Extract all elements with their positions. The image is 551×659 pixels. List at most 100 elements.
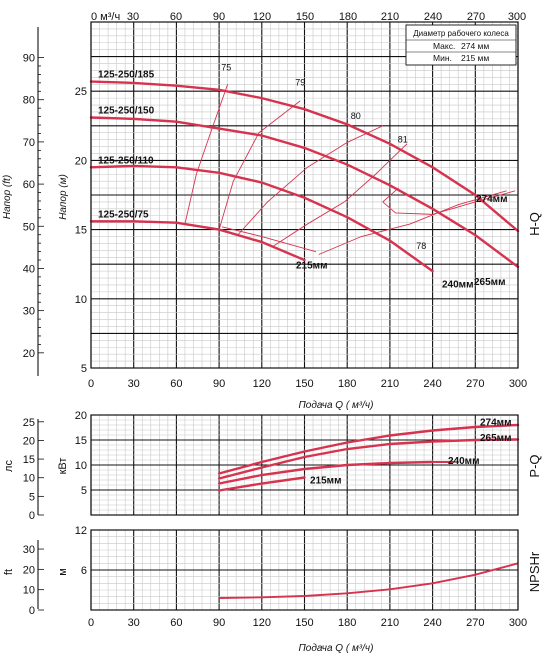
efficiency-label: 81 [398,134,408,144]
pq-kw-tick-label: 20 [75,410,87,422]
npsh-x-tick-label: 90 [213,617,225,629]
efficiency-curve [184,84,229,225]
top-axis-tick: 300 [508,11,526,23]
legend-max-value: 274 мм [461,41,489,51]
pq-hp-tick-label: 20 [23,435,35,447]
pq-hp-tick-label: 15 [23,454,35,466]
hq-m-ticks: 5 10 15 20 25 [75,86,87,375]
hq-ft-tick-label: 30 [23,306,35,318]
pq-hp-tick-label: 0 [29,510,35,522]
hq-curve [89,164,434,273]
hq-x-tick-label: 210 [381,378,399,390]
hq-side-label: H-Q [527,212,542,236]
hq-x-tick-label: 240 [423,378,441,390]
hq-curve [89,116,520,269]
npsh-x-tick-label: 60 [170,617,182,629]
npsh-ft-ticks: 0 10 20 30 [23,544,44,617]
npsh-x-tick-label: 270 [466,617,484,629]
hq-x-tick-label: 60 [170,378,182,390]
npsh-x-tick-label: 0 [88,617,94,629]
kw-unit-label: кВт [57,458,69,475]
hq-curves: 125-250/185 125-250/150 125-250/110 125-250… [89,70,520,291]
pq-kw-tick-label: 15 [75,435,87,447]
top-axis-unit: 0 м³/ч [91,11,120,23]
hq-curve [89,80,520,233]
npsh-ft-tick-label: 10 [23,585,35,597]
efficiency-curve [318,190,507,255]
hq-curve-diameter-label: 240мм [442,280,473,291]
npsh-m-ticks: 6 12 [75,525,87,577]
pq-side-label: P-Q [527,454,542,477]
hq-x-tick-label: 0 [88,378,94,390]
hq-x-tick-label: 30 [128,378,140,390]
npsh-ft-tick-label: 0 [29,605,35,617]
hq-curve-diameter-label: 265мм [474,277,505,288]
pq-hp-tick-label: 10 [23,473,35,485]
top-axis-tick: 150 [296,11,314,23]
m-unit-label: м [57,568,69,576]
impeller-legend: Диаметр рабочего колеса Макс. 274 мм Мин… [405,24,517,66]
npsh-grid [90,529,519,611]
hq-x-tick-label: 270 [466,378,484,390]
pq-hp-tick-label: 5 [29,491,35,503]
hq-ft-tick-label: 80 [23,95,35,107]
hq-grid [90,21,519,369]
hq-m-tick-label: 20 [75,155,87,167]
top-axis-tick: 30 [127,11,139,23]
hq-m-tick-label: 5 [81,363,87,375]
top-axis-tick: 240 [424,11,442,23]
hq-efficiency-curves: 75 79 80 81 78 [184,62,516,255]
pq-hp-tick-label: 25 [23,417,35,429]
npsh-x-tick-label: 30 [128,617,140,629]
top-axis-tick: 180 [339,11,357,23]
top-flow-axis: 0 м³/ч 30 60 90 120 150 180 210 240 270 … [91,11,526,23]
hq-x-tick-label: 120 [253,378,271,390]
npsh-plot-frame [90,529,519,611]
npsh-x-tick-label: 150 [295,617,313,629]
npsh-x-tick-label: 210 [381,617,399,629]
efficiency-curve [272,143,408,247]
pq-plot-frame [90,414,519,516]
pq-hp-ticks: 0 5 10 15 20 25 [23,417,44,522]
head-m-label: Напор (м) [58,174,69,220]
npsh-m-tick-label: 6 [81,565,87,577]
hq-curve-model-label: 125-250/110 [98,155,154,166]
hq-curve-diameter-label: 215мм [296,260,327,271]
hq-ft-tick-label: 60 [23,179,35,191]
hq-ft-tick-label: 90 [23,53,35,65]
npsh-x-tick-label: 240 [423,617,441,629]
hq-m-tick-label: 25 [75,86,87,98]
legend-min-label: Мин. [433,53,452,63]
npsh-ft-tick-label: 30 [23,544,35,556]
npsh-ft-tick-label: 20 [23,564,35,576]
head-ft-label: Напор (ft) [2,175,13,219]
pq-kw-tick-label: 5 [81,485,87,497]
efficiency-label: 80 [351,111,361,121]
legend-max-label: Макс. [433,41,455,51]
hq-curve-model-label: 125-250/185 [98,70,155,81]
npsh-m-tick-label: 12 [75,525,87,537]
npsh-x-tick-label: 180 [338,617,356,629]
hq-curve [89,220,306,262]
efficiency-label: 78 [416,241,426,251]
ft-unit-label: ft [3,569,15,575]
pq-curve-label: 265мм [480,433,511,444]
top-axis-tick: 270 [467,11,485,23]
top-axis-tick: 120 [253,11,271,23]
hq-ft-tick-label: 70 [23,137,35,149]
pq-curve [217,460,434,485]
efficiency-curve [218,100,301,230]
npsh-x-ticks: 0 30 60 90 120 150 180 210 240 270 300 [88,617,527,629]
pq-curve [217,423,520,475]
hq-ft-tick-label: 20 [23,348,35,360]
hq-curve-diameter-label: 274мм [476,194,507,205]
hp-unit-label: лс [3,460,15,472]
hq-ft-ticks: 20 30 40 50 60 70 80 90 [23,53,44,360]
top-axis-tick: 90 [213,11,225,23]
pq-kw-ticks: 5 10 15 20 [75,410,87,497]
hq-x-ticks: 0 30 60 90 120 150 180 210 240 270 300 [88,378,527,390]
npsh-x-tick-label: 120 [253,617,271,629]
hq-plot-frame [90,21,519,369]
hq-ft-tick-label: 50 [23,221,35,233]
